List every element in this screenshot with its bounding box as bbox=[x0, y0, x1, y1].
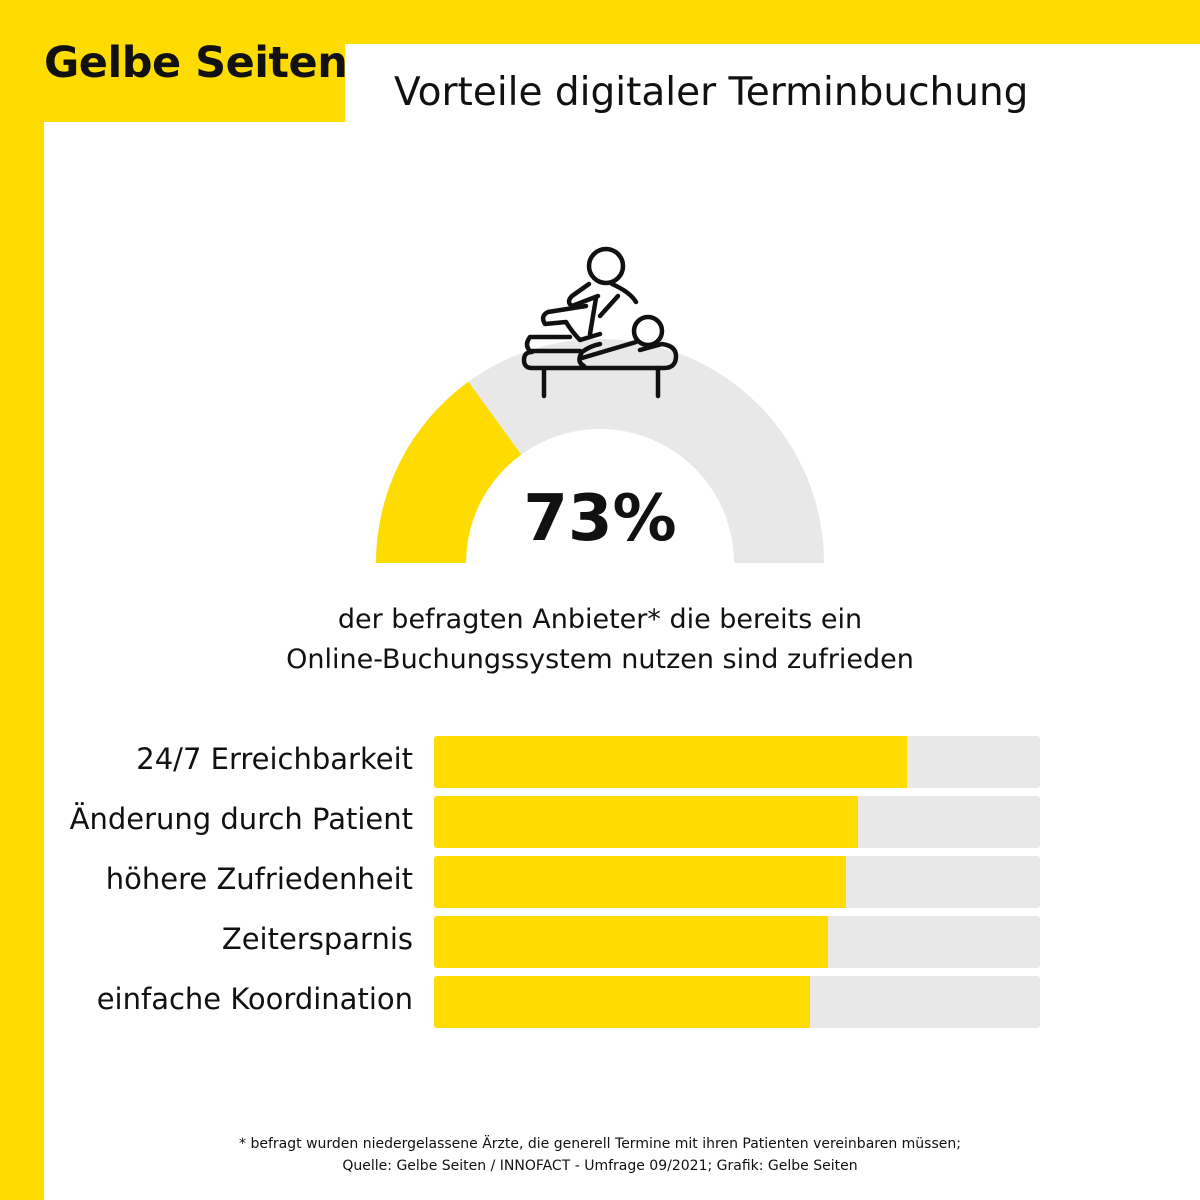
gauge-chart bbox=[376, 246, 824, 563]
page-title: Vorteile digitaler Terminbuchung bbox=[394, 70, 1029, 115]
bar-label: Zeitersparnis bbox=[221, 922, 413, 956]
logo: Gelbe Seiten bbox=[44, 38, 348, 88]
bar-label: 24/7 Erreichbarkeit bbox=[136, 742, 413, 776]
logo-box bbox=[0, 0, 345, 122]
bar bbox=[434, 796, 859, 848]
footnote-line: * befragt wurden niedergelassene Ärzte, … bbox=[239, 1136, 961, 1152]
bar bbox=[434, 916, 828, 968]
gauge-track bbox=[376, 339, 824, 563]
footnote: * befragt wurden niedergelassene Ärzte, … bbox=[100, 1133, 1100, 1177]
bar-row: Zeitersparnis bbox=[0, 916, 1100, 968]
bar-label: einfache Koordination bbox=[96, 982, 413, 1016]
bar bbox=[434, 856, 847, 908]
gauge-fill bbox=[376, 381, 522, 563]
bar-row: einfache Koordination bbox=[0, 976, 1100, 1028]
caption-line: Online-Buchungssystem nutzen sind zufrie… bbox=[286, 644, 914, 675]
bar bbox=[434, 736, 907, 788]
bar-track bbox=[434, 976, 1040, 1028]
bar-track bbox=[434, 916, 1040, 968]
bar-row: Änderung durch Patient bbox=[0, 796, 1100, 848]
gauge-caption: der befragten Anbieter* die bereits ein … bbox=[200, 600, 1000, 680]
bar-track bbox=[434, 796, 1040, 848]
bar-label: Änderung durch Patient bbox=[69, 802, 413, 836]
bar-track bbox=[434, 736, 1040, 788]
bar-label: höhere Zufriedenheit bbox=[105, 862, 413, 896]
bar-row: 24/7 Erreichbarkeit bbox=[0, 736, 1100, 788]
gauge-value-label: 73% bbox=[523, 482, 677, 556]
yellow-frame-left bbox=[0, 0, 44, 1200]
footnote-line: Quelle: Gelbe Seiten / INNOFACT - Umfrag… bbox=[342, 1158, 858, 1174]
bar bbox=[434, 976, 810, 1028]
massage-therapy-icon bbox=[521, 246, 679, 399]
bar-row: höhere Zufriedenheit bbox=[0, 856, 1100, 908]
bar-track bbox=[434, 856, 1040, 908]
caption-line: der befragten Anbieter* die bereits ein bbox=[337, 604, 863, 635]
